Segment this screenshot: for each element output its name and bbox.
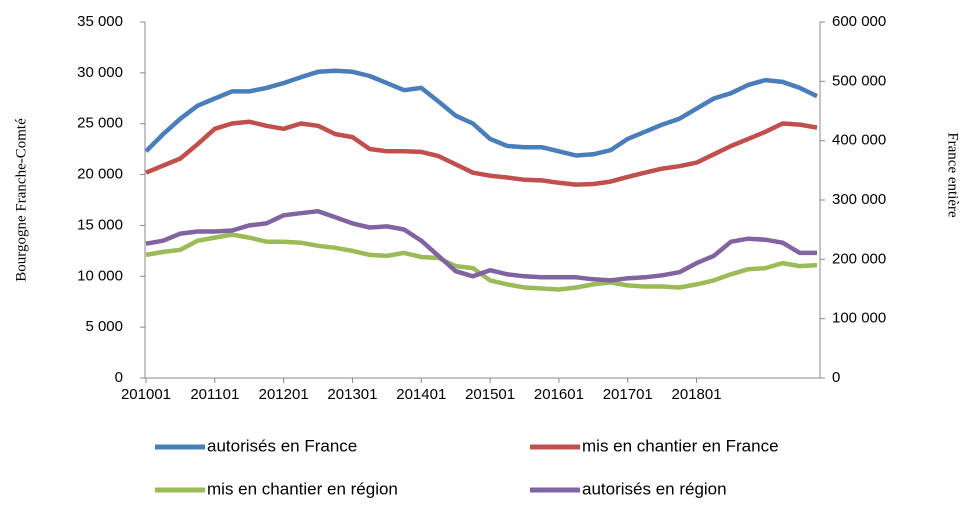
legend-label: autorisés en France: [207, 436, 357, 455]
x-tick-label: 201601: [534, 386, 584, 403]
y2-tick-label: 600 000: [832, 13, 886, 30]
legend-label: autorisés en région: [582, 479, 727, 498]
legend-label: mis en chantier en France: [582, 436, 779, 455]
y-tick-label: 20 000: [77, 166, 123, 183]
x-tick-label: 201301: [327, 386, 377, 403]
y2-tick-label: 400 000: [832, 132, 886, 149]
y-tick-label: 25 000: [77, 115, 123, 132]
y2-tick-label: 500 000: [832, 72, 886, 89]
x-tick-label: 201701: [603, 386, 653, 403]
legend-label: mis en chantier en région: [207, 479, 398, 498]
y2-tick-label: 300 000: [832, 191, 886, 208]
y2-tick-label: 0: [832, 369, 840, 386]
y-tick-label: 5 000: [85, 318, 123, 335]
y2-tick-label: 100 000: [832, 310, 886, 327]
y-axis-title: Bourgogne Franche-Comté: [13, 118, 29, 282]
y-tick-label: 10 000: [77, 267, 123, 284]
series-line: [145, 232, 818, 292]
y-tick-label: 15 000: [77, 216, 123, 233]
x-tick-label: 201001: [121, 386, 171, 403]
y-tick-label: 0: [115, 369, 123, 386]
series-line: [144, 68, 818, 158]
series-line: [145, 208, 817, 283]
y2-axis-title: France entière: [945, 132, 961, 218]
x-tick-label: 201401: [396, 386, 446, 403]
y-tick-label: 30 000: [77, 64, 123, 81]
series-line: [145, 119, 818, 187]
x-tick-label: 201201: [259, 386, 309, 403]
x-tick-label: 201101: [190, 386, 239, 403]
x-tick-label: 201501: [465, 386, 515, 403]
y2-tick-label: 200 000: [832, 250, 886, 267]
y-tick-label: 35 000: [77, 13, 123, 30]
x-tick-label: 201801: [672, 386, 722, 403]
